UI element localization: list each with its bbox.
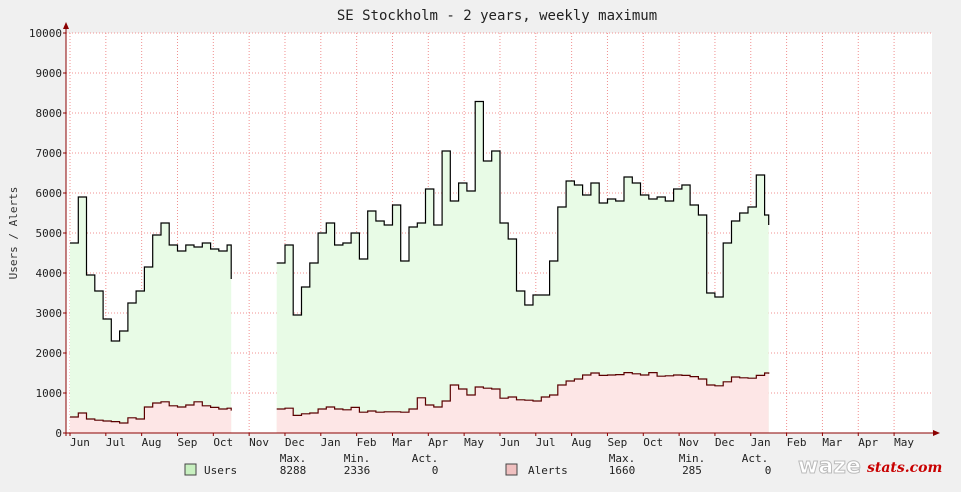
series-area-users — [70, 197, 232, 433]
x-tick-label: Dec — [715, 436, 735, 449]
x-tick-label: Aug — [142, 436, 162, 449]
x-tick-label: Jul — [106, 436, 126, 449]
brand-stats-text: stats.com — [867, 460, 942, 476]
x-tick-label: Jun — [500, 436, 520, 449]
x-tick-label: Nov — [249, 436, 269, 449]
legend-header-min: Min. — [344, 452, 371, 465]
x-tick-label: Feb — [357, 436, 377, 449]
y-tick-label: 4000 — [36, 267, 63, 280]
series-area-alerts — [70, 401, 232, 433]
x-tick-label: Apr — [858, 436, 878, 449]
x-tick-label: Aug — [572, 436, 592, 449]
legend-label-users: Users — [204, 464, 237, 477]
y-tick-label: 5000 — [36, 227, 63, 240]
x-tick-label: Jun — [70, 436, 90, 449]
y-axis-arrow — [63, 22, 69, 29]
y-tick-label: 1000 — [36, 387, 63, 400]
legend-header-act: Act. — [412, 452, 439, 465]
series-area-alerts — [276, 372, 769, 433]
series-area-users — [276, 101, 769, 433]
legend-header-act-2: Act. — [742, 452, 769, 465]
y-tick-label: 6000 — [36, 187, 63, 200]
series-layer — [70, 100, 770, 433]
y-tick-label: 2000 — [36, 347, 63, 360]
legend-alerts-max: 1660 — [609, 464, 636, 477]
x-tick-label: Dec — [285, 436, 305, 449]
legend-header-min-2: Min. — [679, 452, 706, 465]
series-line-users — [276, 100, 770, 316]
series-line-alerts — [70, 401, 232, 424]
x-tick-label: Sep — [607, 436, 627, 449]
axes — [63, 22, 940, 436]
x-tick-label: May — [894, 436, 914, 449]
legend-alerts-act: 0 — [765, 464, 772, 477]
x-tick-label: Jul — [536, 436, 556, 449]
legend-alerts-min: 285 — [682, 464, 702, 477]
y-tick-label: 0 — [55, 427, 62, 440]
x-tick-label: Mar — [392, 436, 412, 449]
legend-users-max: 8288 — [280, 464, 307, 477]
x-tick-label: Oct — [213, 436, 233, 449]
y-tick-label: 3000 — [36, 307, 63, 320]
y-tick-label: 7000 — [36, 147, 63, 160]
x-tick-label: Nov — [679, 436, 699, 449]
brand-logo: waze stats.com — [798, 454, 943, 480]
x-tick-label: May — [464, 436, 484, 449]
x-tick-label: Jan — [321, 436, 341, 449]
x-tick-label: Feb — [787, 436, 807, 449]
x-tick-label: Sep — [177, 436, 197, 449]
x-tick-label: Mar — [822, 436, 842, 449]
brand-waze-text: waze — [798, 454, 861, 479]
chart-title: SE Stockholm - 2 years, weekly maximum — [337, 8, 657, 24]
y-tick-labels: 0 1000 2000 3000 4000 5000 6000 7000 8000 9000 100… — [29, 27, 62, 440]
legend-swatch-users — [184, 463, 197, 476]
legend-users-act: 0 — [432, 464, 439, 477]
x-tick-labels: Jun Jul Aug Sep Oct Nov Dec Jan Feb Mar Apr May Jun J… — [70, 436, 914, 449]
x-tick-label: Oct — [643, 436, 663, 449]
x-axis-arrow — [933, 430, 940, 436]
series-line-alerts — [276, 372, 770, 416]
y-axis-label: Users / Alerts — [7, 187, 20, 280]
legend: Max. Min. Act. Max. Min. Act. Users 8288… — [184, 452, 772, 477]
legend-label-alerts: Alerts — [528, 464, 568, 477]
y-tick-label: 8000 — [36, 107, 63, 120]
x-tick-label: Jan — [751, 436, 771, 449]
y-tick-label: 10000 — [29, 27, 62, 40]
x-tick-label: Apr — [428, 436, 448, 449]
legend-header-max-2: Max. — [609, 452, 636, 465]
legend-users-min: 2336 — [344, 464, 371, 477]
y-tick-label: 9000 — [36, 67, 63, 80]
series-line-users — [70, 196, 232, 342]
legend-swatch-alerts — [505, 463, 518, 476]
legend-header-max: Max. — [280, 452, 307, 465]
